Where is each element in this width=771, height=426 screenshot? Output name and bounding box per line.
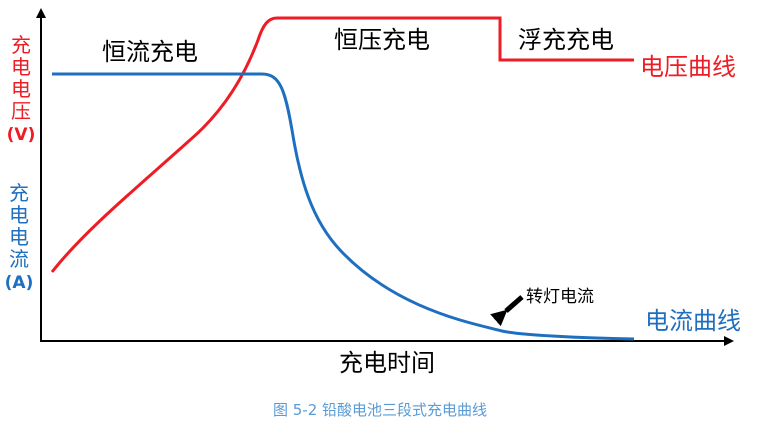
y-label-current-char: 充: [9, 181, 29, 205]
series-label-current: 电流曲线: [645, 307, 741, 335]
y-label-voltage: 充 电 电 压 (V): [7, 33, 36, 145]
figure-caption: 图 5-2 铅酸电池三段式充电曲线: [273, 401, 487, 419]
y-label-current-char: 流: [9, 247, 29, 271]
annotation-arrow: [490, 295, 524, 327]
y-label-current-char: 电: [9, 203, 29, 227]
y-label-current-unit: (A): [5, 273, 34, 293]
y-label-voltage-unit: (V): [7, 125, 36, 145]
stage-label-constant-current: 恒流充电: [102, 38, 198, 66]
x-axis-label: 充电时间: [339, 349, 435, 377]
y-label-voltage-char: 充: [11, 33, 31, 57]
y-label-voltage-char: 压: [11, 99, 31, 123]
y-label-voltage-char: 电: [11, 55, 31, 79]
series-label-voltage: 电压曲线: [640, 53, 736, 81]
voltage-curve: [50, 16, 634, 273]
annotation-label: 转灯电流: [526, 287, 594, 307]
stage-label-float: 浮充充电: [518, 26, 614, 54]
y-label-current: 充 电 电 流 (A): [5, 181, 34, 293]
y-label-voltage-char: 电: [11, 77, 31, 101]
current-curve: [52, 72, 635, 341]
stage-label-constant-voltage: 恒压充电: [334, 26, 430, 54]
y-label-current-char: 电: [9, 225, 29, 249]
